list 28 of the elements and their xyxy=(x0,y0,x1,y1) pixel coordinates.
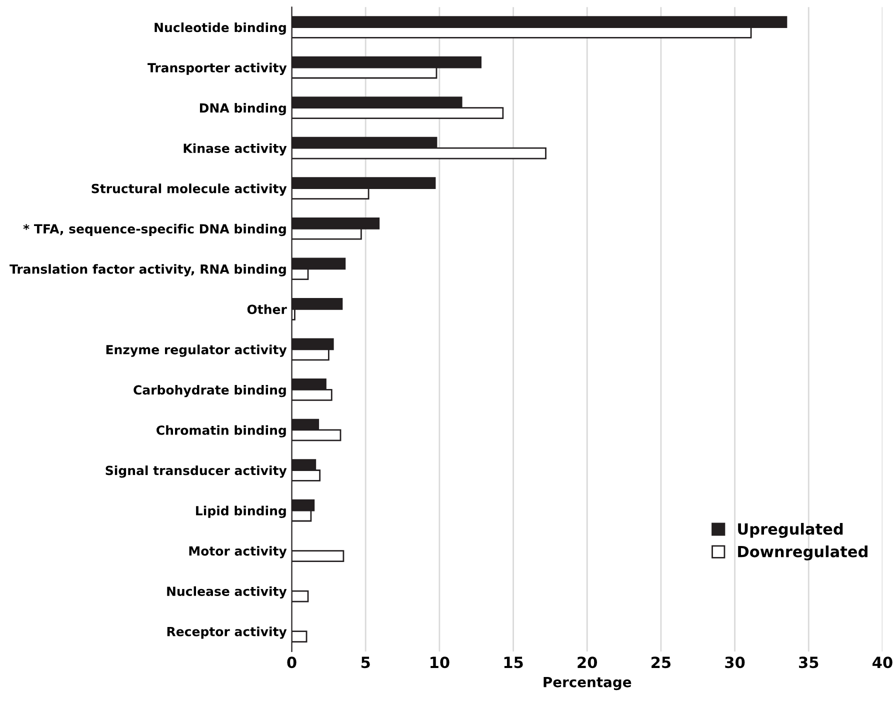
x-tick-label: 30 xyxy=(725,656,745,668)
x-tick-label: 10 xyxy=(430,656,450,668)
x-tick-label: 40 xyxy=(872,656,892,668)
y-tick-label: Nucleotide binding xyxy=(154,22,286,35)
y-tick-label: Transporter activity xyxy=(148,62,287,75)
legend-label: Downregulated xyxy=(738,546,868,560)
y-tick-label: Carbohydrate binding xyxy=(134,384,286,398)
y-tick-label: Nuclease activity xyxy=(167,586,287,599)
y-tick-label: Kinase activity xyxy=(184,143,287,156)
y-tick-label: Receptor activity xyxy=(167,626,287,639)
x-tick-label: 20 xyxy=(578,656,598,668)
legend-label: Upregulated xyxy=(738,522,843,538)
y-tick-label: Lipid binding xyxy=(196,506,286,518)
y-tick-label: Enzyme regulator activity xyxy=(106,344,287,357)
x-tick-label: 0 xyxy=(287,656,296,668)
y-tick-label: Translation factor activity, RNA binding xyxy=(10,264,286,276)
y-tick-label: Structural molecule activity xyxy=(92,184,287,196)
y-tick-label: Other xyxy=(247,304,287,314)
x-axis-title: Percentage xyxy=(544,677,632,690)
y-tick-label: * TFA, sequence-specific DNA binding xyxy=(23,224,286,236)
x-tick-label: 15 xyxy=(504,656,523,668)
y-tick-label: Signal transducer activity xyxy=(106,466,287,478)
x-tick-label: 5 xyxy=(361,656,370,668)
x-tick-label: 25 xyxy=(652,656,671,668)
y-tick-label: Chromatin binding xyxy=(156,425,286,438)
y-tick-label: Motor activity xyxy=(189,546,287,558)
y-tick-label: DNA binding xyxy=(200,103,286,116)
x-tick-label: 35 xyxy=(799,656,818,668)
